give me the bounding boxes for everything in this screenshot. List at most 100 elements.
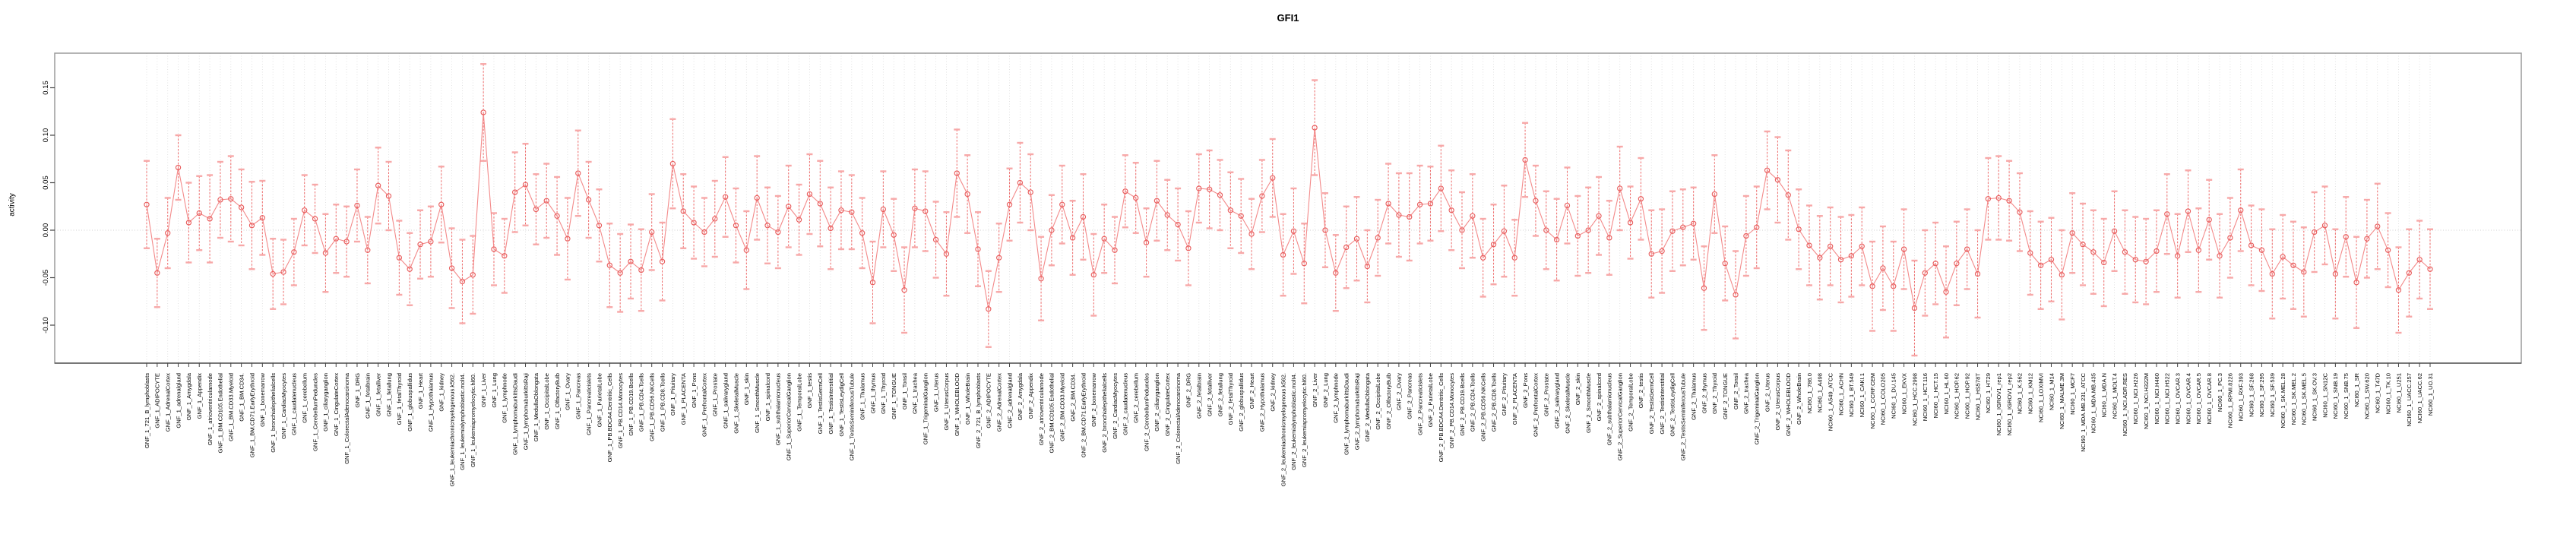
x-tick-label: GNF_2_subthalamicnucleus — [1606, 373, 1613, 446]
data-point — [1669, 228, 1676, 234]
data-point — [1280, 251, 1286, 258]
y-tick-label: 0.05 — [42, 175, 50, 190]
x-tick-label: GNF_1_ciliaryganglion — [322, 373, 329, 432]
data-point — [2321, 223, 2328, 229]
data-point — [2185, 208, 2191, 214]
data-point — [1027, 189, 1033, 195]
x-tick-label: GNF_1_subthalamicnucleus — [775, 373, 782, 446]
data-point — [585, 197, 592, 203]
data-point — [1375, 235, 1381, 241]
x-tick-label: GNF_2_CardiacMyocytes — [1112, 373, 1119, 439]
data-point — [2111, 228, 2118, 234]
data-point — [701, 229, 707, 236]
data-point — [932, 236, 939, 243]
data-point — [786, 204, 792, 210]
y-tick-label: 0.10 — [42, 128, 50, 143]
data-point — [333, 236, 339, 242]
data-point — [1869, 283, 1875, 289]
x-tick-label: GNF_2_MedullaOblongata — [1364, 372, 1371, 441]
data-point — [1259, 193, 1265, 199]
x-tick-label: GNF_2_Pancreaticislets — [1416, 373, 1423, 435]
data-point — [554, 213, 560, 219]
data-point — [869, 280, 876, 286]
data-point — [1828, 243, 1834, 249]
data-point — [1206, 186, 1213, 192]
data-point — [1017, 179, 1024, 186]
data-point — [596, 223, 603, 229]
x-tick-label: GNF_1_bronchialepithelialcells — [270, 373, 277, 453]
x-tick-label: GNF_2_leukemiapromyelocytic.hl60. — [1301, 373, 1308, 467]
data-point — [996, 255, 1002, 261]
data-point — [1217, 192, 1223, 198]
x-tick-label: GNF_2_BM.CD105.Endothelial — [1049, 373, 1055, 454]
data-point — [954, 170, 960, 176]
x-tick-label: GNF_1_fetallung — [385, 373, 392, 416]
data-point — [1501, 228, 1508, 234]
data-point — [438, 201, 445, 207]
x-tick-label: GNF_2_PB.CD4.Tcells — [1470, 373, 1476, 432]
data-point — [1448, 207, 1454, 213]
x-tick-label: GNF_1_leukemiapromyelocytic.hl60. — [470, 373, 476, 467]
data-point — [712, 216, 718, 222]
x-tick-label: NCI60_1_MCF7 — [2069, 373, 2076, 415]
x-tick-label: NCI60_1_CCRF.CEM — [1869, 373, 1876, 428]
x-tick-label: NCI60_1_IGROV1_rep2 — [2006, 373, 2013, 435]
x-tick-label: GNF_1_Tonsil — [901, 373, 908, 409]
x-tick-label: GNF_2_Pancreas — [1407, 373, 1413, 419]
x-tick-label: GNF_1_TestisInterstitial — [828, 373, 834, 435]
data-point — [1090, 272, 1097, 278]
x-tick-label: GNF_2_Lung — [1322, 373, 1329, 408]
x-tick-label: NCI60_1_COLO205 — [1880, 373, 1887, 425]
data-point — [1911, 305, 1918, 311]
data-point — [2312, 229, 2318, 236]
data-point — [1900, 246, 1907, 252]
x-tick-label: GNF_1_PLACENTA — [680, 372, 687, 425]
x-tick-label: GNF_1_Amygdala — [185, 372, 192, 420]
data-point — [1574, 232, 1581, 239]
data-point — [2290, 262, 2296, 268]
data-point — [2301, 269, 2307, 275]
data-point — [1185, 245, 1191, 251]
data-point — [207, 216, 213, 222]
x-tick-label: GNF_2_ciliaryganglion — [1154, 373, 1160, 432]
data-point — [1533, 198, 1539, 204]
x-tick-label: NCI60_1_LOXIMVI — [2037, 373, 2044, 422]
x-tick-label: GNF_1_TestisSeminiferousTubule — [849, 373, 856, 460]
data-point — [691, 220, 697, 226]
data-point — [2385, 247, 2391, 253]
data-point — [2059, 272, 2065, 278]
x-tick-label: NCI60_1_DU.145 — [1891, 373, 1897, 419]
data-point — [1101, 236, 1107, 242]
data-point — [606, 262, 612, 268]
x-tick-label: GNF_1_SkeletalMuscle — [733, 373, 739, 434]
x-tick-label: GNF_1_bonemarrow — [259, 372, 266, 426]
data-point — [2416, 257, 2423, 263]
data-point — [1385, 201, 1391, 207]
data-point — [575, 170, 581, 176]
x-tick-label: GNF_1_fetalliver — [375, 373, 381, 416]
data-point — [522, 182, 529, 188]
data-point — [428, 239, 434, 245]
x-tick-label: GNF_2_CingulateCortex — [1164, 373, 1171, 436]
x-tick-label: GNF_2_TestisInterstitial — [1659, 373, 1666, 435]
data-point — [2090, 249, 2097, 255]
x-tick-label: NCI60_1_SK.MEL.2 — [2290, 373, 2297, 425]
x-tick-label: GNF_2_UterusCorpus — [1774, 373, 1781, 431]
data-point — [1270, 175, 1276, 181]
x-tick-label: NCI60_1_UACC.62 — [2416, 373, 2423, 423]
data-point — [1774, 177, 1781, 183]
plot-border — [54, 52, 2522, 364]
data-point — [175, 164, 182, 171]
x-tick-label: GNF_1_SuperiorCervicalGanglion — [786, 373, 793, 460]
data-point — [2143, 258, 2149, 264]
data-point — [2206, 217, 2212, 223]
data-point — [322, 250, 329, 256]
x-tick-label: GNF_1_salivarygland — [722, 373, 729, 428]
x-tick-label: NCI60_1_A549_ATCC — [1827, 372, 1834, 431]
data-point — [922, 208, 929, 214]
x-tick-label: GNF_2_fetalliver — [1206, 373, 1213, 416]
data-point — [901, 287, 907, 293]
x-tick-label: NCI60_1_SK.MEL.5 — [2301, 373, 2308, 425]
x-tick-label: NCI60_1_M14 — [2048, 373, 2055, 410]
x-tick-label: GNF_2_BM.CD34. — [1069, 373, 1076, 422]
